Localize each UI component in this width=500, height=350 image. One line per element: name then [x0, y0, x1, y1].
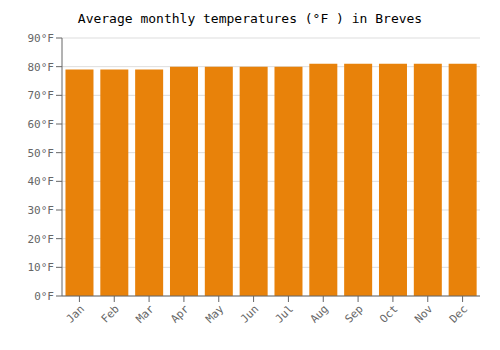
svg-text:10°F: 10°F: [28, 261, 55, 274]
svg-text:60°F: 60°F: [28, 118, 55, 131]
svg-text:50°F: 50°F: [28, 147, 55, 160]
svg-text:Apr: Apr: [168, 302, 192, 326]
svg-text:30°F: 30°F: [28, 204, 55, 217]
svg-text:Nov: Nov: [412, 302, 436, 326]
svg-text:Jun: Jun: [238, 302, 261, 325]
svg-text:May: May: [203, 302, 227, 326]
svg-text:40°F: 40°F: [28, 175, 55, 188]
svg-text:Feb: Feb: [99, 302, 122, 325]
svg-text:90°F: 90°F: [28, 32, 55, 45]
svg-text:Jul: Jul: [273, 302, 296, 325]
svg-text:80°F: 80°F: [28, 61, 55, 74]
svg-text:0°F: 0°F: [34, 290, 54, 303]
svg-text:Jan: Jan: [64, 302, 87, 325]
svg-text:Mar: Mar: [133, 302, 157, 326]
svg-text:Aug: Aug: [308, 302, 331, 325]
svg-text:70°F: 70°F: [28, 89, 55, 102]
svg-text:20°F: 20°F: [28, 233, 55, 246]
svg-text:Dec: Dec: [447, 302, 470, 325]
html-text:Average monthly temperatures (: Average monthly temperatures (°F ) in Br…: [77, 11, 423, 26]
svg-text:Oct: Oct: [377, 302, 400, 325]
svg-text:Sep: Sep: [342, 302, 365, 325]
